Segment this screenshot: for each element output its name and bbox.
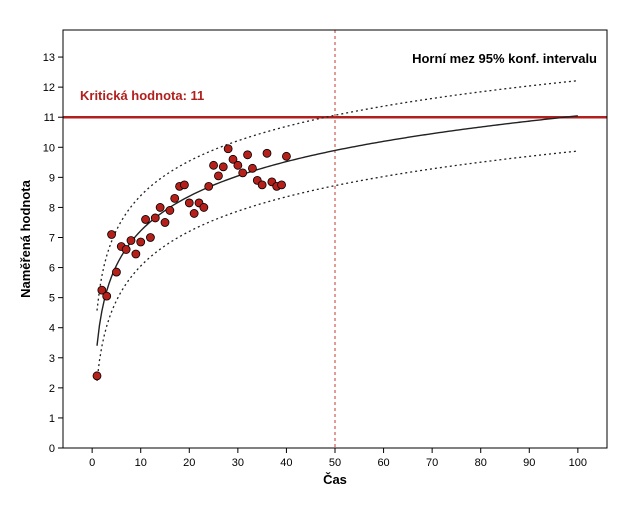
y-tick-label: 8 xyxy=(49,202,55,214)
y-tick-label: 10 xyxy=(43,142,55,154)
upper-confidence-curve xyxy=(96,80,578,311)
x-tick-label: 100 xyxy=(569,457,587,469)
x-tick-label: 70 xyxy=(426,457,438,469)
upper-confidence-label: Horní mez 95% konf. intervalu xyxy=(412,51,597,66)
data-point xyxy=(277,180,286,190)
data-point xyxy=(243,150,252,160)
x-tick-label: 20 xyxy=(183,457,195,469)
data-point xyxy=(97,285,107,295)
lower-confidence-curve xyxy=(96,150,578,382)
y-tick-label: 2 xyxy=(49,383,55,395)
data-point xyxy=(199,203,209,212)
data-point xyxy=(189,209,199,218)
data-point xyxy=(184,198,194,208)
y-tick-label: 0 xyxy=(49,443,55,455)
data-point xyxy=(218,162,228,172)
y-tick-label: 12 xyxy=(43,82,55,94)
data-point xyxy=(170,194,180,203)
y-tick-label: 1 xyxy=(49,413,55,425)
data-point xyxy=(146,233,155,242)
data-point xyxy=(204,181,214,191)
data-point xyxy=(233,160,243,170)
x-tick-label: 60 xyxy=(377,457,389,469)
data-point xyxy=(223,144,233,154)
data-point xyxy=(92,371,102,381)
data-point xyxy=(165,206,175,215)
x-tick-label: 80 xyxy=(475,457,487,469)
y-tick-label: 3 xyxy=(49,353,55,365)
data-point xyxy=(107,230,116,239)
x-tick-label: 90 xyxy=(523,457,535,469)
y-tick-label: 13 xyxy=(43,52,55,64)
data-point xyxy=(102,291,112,301)
data-point xyxy=(160,218,170,227)
data-point xyxy=(248,163,257,173)
data-point xyxy=(180,180,189,190)
data-point xyxy=(150,213,160,223)
fit-curve xyxy=(96,115,578,346)
data-point xyxy=(141,215,150,224)
y-tick-label: 7 xyxy=(49,232,55,244)
x-tick-label: 30 xyxy=(232,457,244,469)
data-point xyxy=(131,249,141,259)
y-tick-label: 6 xyxy=(49,263,55,275)
x-axis-title: Čas xyxy=(323,472,347,487)
data-point xyxy=(262,148,272,158)
data-point xyxy=(238,168,248,178)
x-tick-label: 0 xyxy=(89,457,95,469)
data-point xyxy=(112,267,121,277)
data-point xyxy=(121,245,131,254)
y-tick-label: 9 xyxy=(49,172,55,184)
data-point xyxy=(282,151,291,161)
y-axis-title: Naměřená hodnota xyxy=(18,179,33,298)
y-tick-label: 4 xyxy=(49,323,55,335)
data-point xyxy=(214,171,223,181)
x-tick-label: 50 xyxy=(329,457,341,469)
data-point xyxy=(209,160,218,170)
data-point xyxy=(228,154,238,164)
y-tick-label: 11 xyxy=(44,112,55,124)
data-point xyxy=(155,203,165,212)
critical-value-label: Kritická hodnota: 11 xyxy=(80,88,204,103)
data-point xyxy=(126,236,136,245)
y-tick-label: 5 xyxy=(49,293,55,305)
x-tick-label: 10 xyxy=(135,457,147,469)
data-point xyxy=(136,237,146,247)
x-tick-label: 40 xyxy=(280,457,292,469)
data-point xyxy=(257,180,267,190)
